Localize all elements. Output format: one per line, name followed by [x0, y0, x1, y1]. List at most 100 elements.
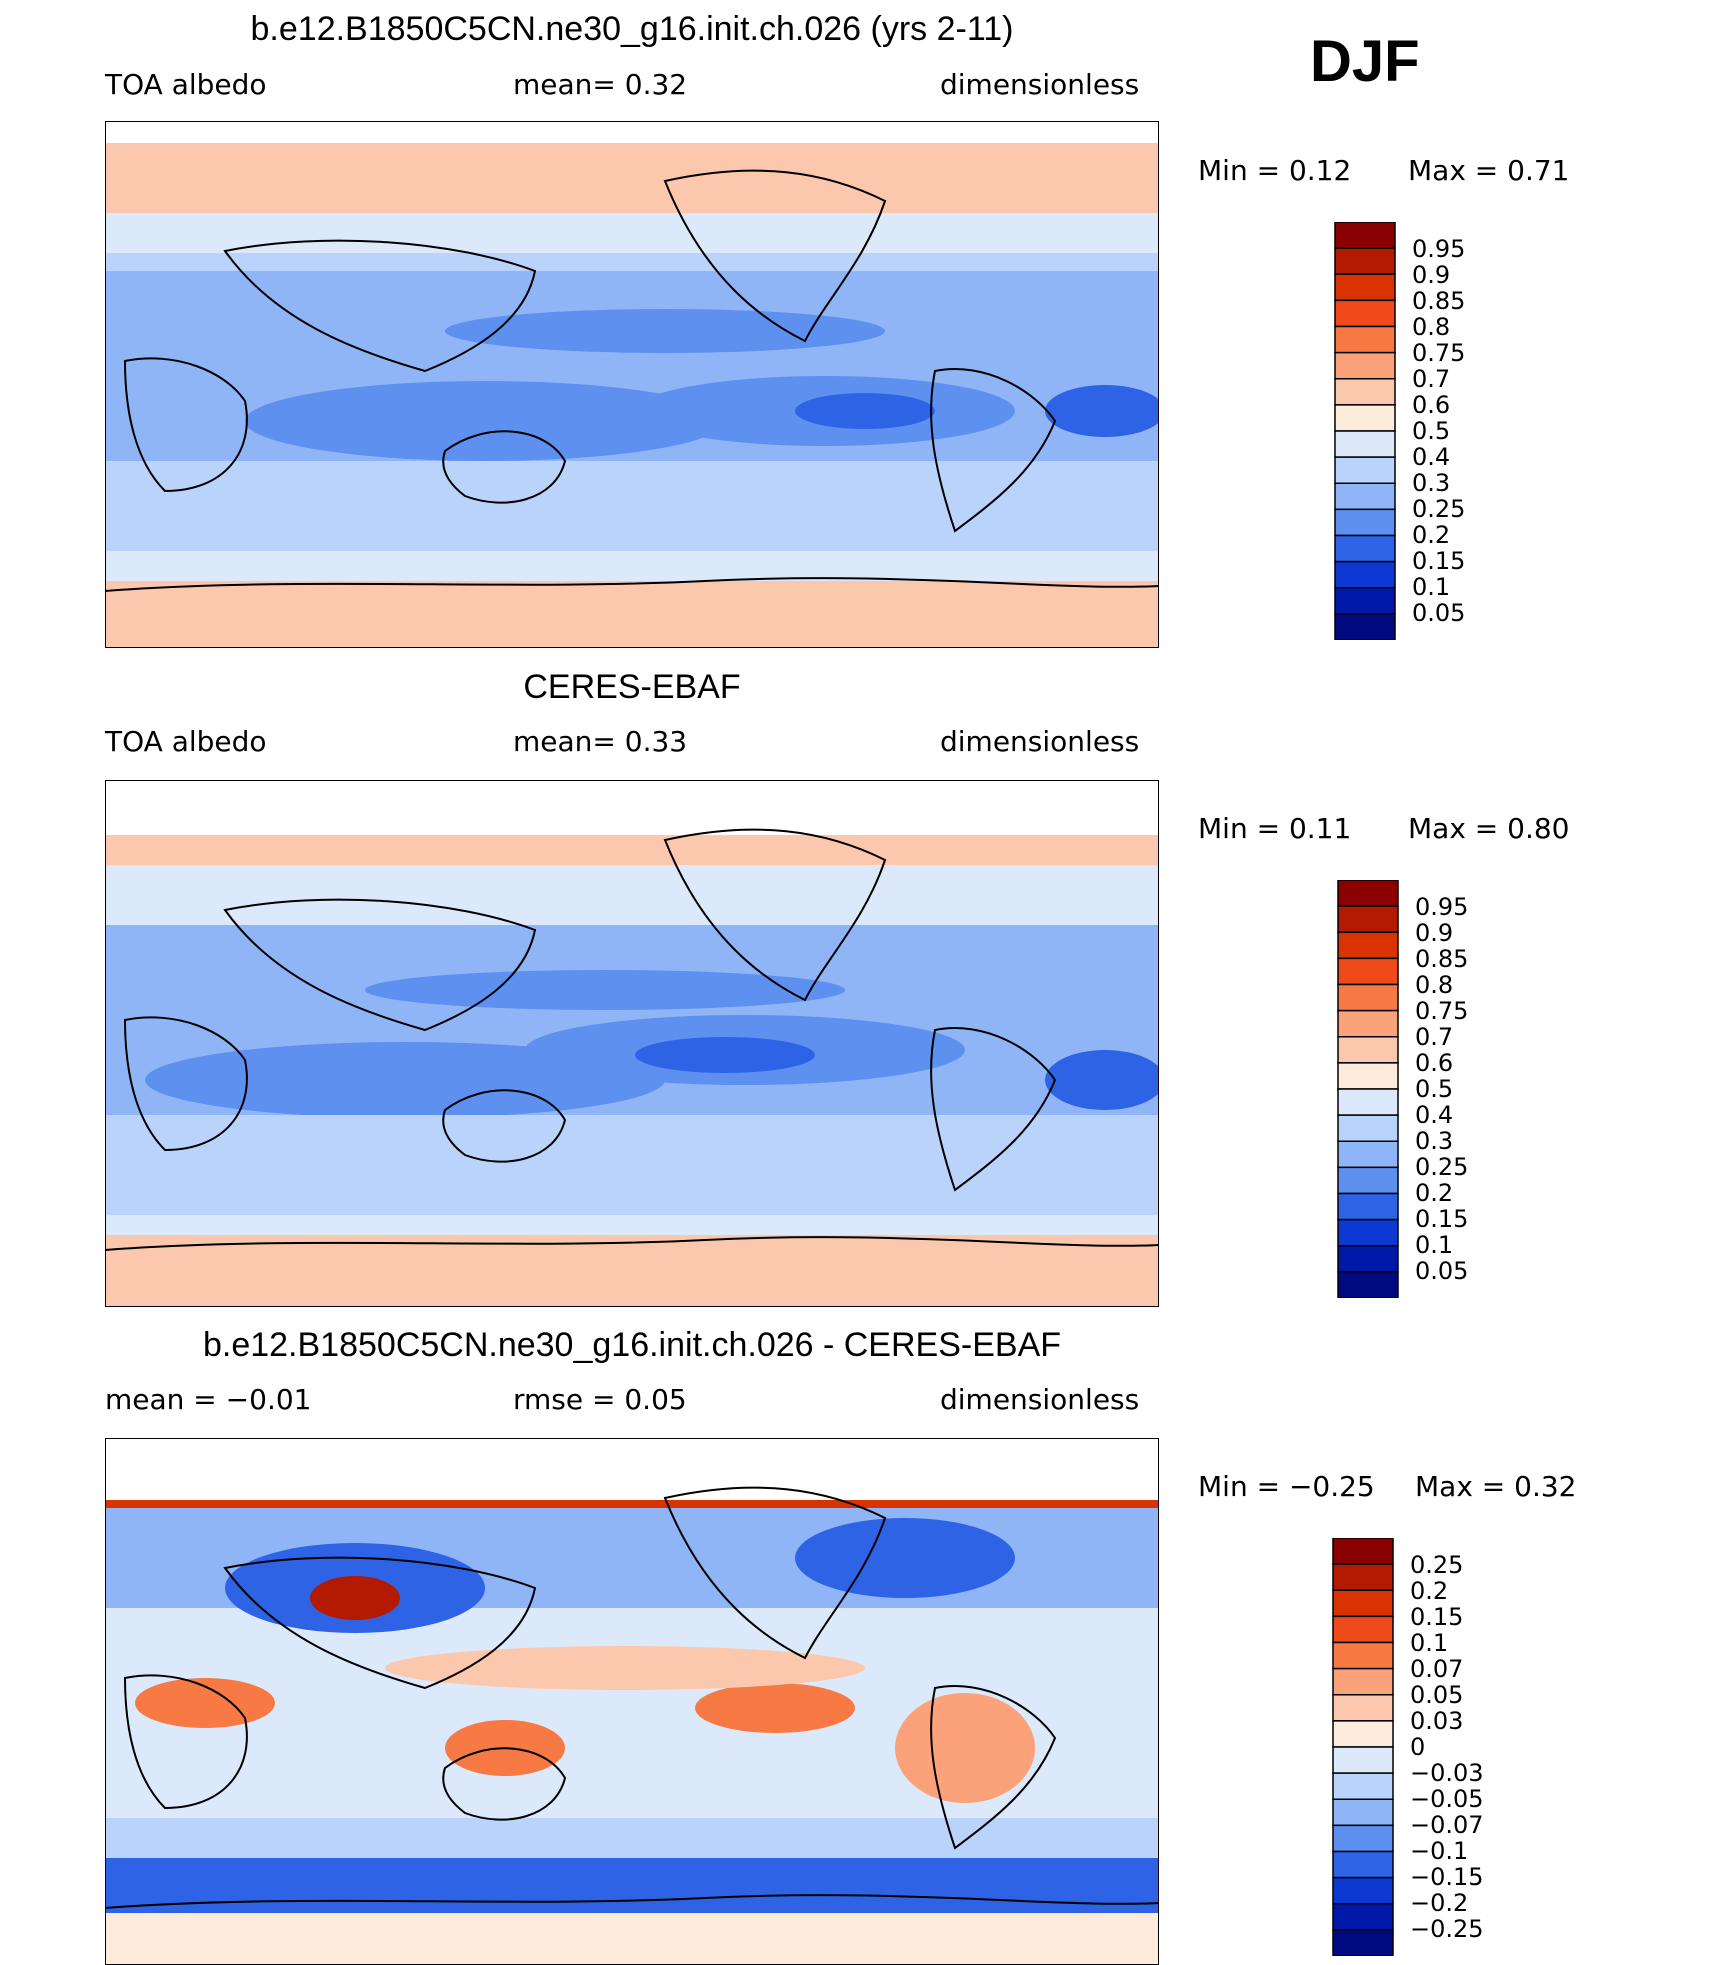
panel-2-min-label: Min = 0.11	[1198, 812, 1352, 845]
panel-2-colorbar-label: 0.2	[1415, 1179, 1454, 1207]
colorbar-swatch	[1332, 1667, 1394, 1696]
panel-3-colorbar	[1332, 1538, 1394, 1956]
panel-2-colorbar-label: 0.6	[1415, 1049, 1454, 1077]
colorbar-swatch	[1332, 1798, 1394, 1827]
colorbar-swatch	[1334, 430, 1396, 458]
colorbar-swatch	[1334, 508, 1396, 537]
colorbar-swatch	[1337, 1114, 1399, 1143]
panel-1-colorbar-label: 0.05	[1412, 599, 1466, 627]
panel-1-colorbar-label: 0.15	[1412, 547, 1466, 575]
panel-1-colorbar-label: 0.2	[1412, 521, 1451, 549]
panel-1-colorbar-label: 0.3	[1412, 469, 1451, 497]
panel-1-min-label: Min = 0.12	[1198, 154, 1352, 187]
panel-3-max-label: Max = 0.32	[1415, 1470, 1577, 1503]
colorbar-swatch	[1337, 1271, 1399, 1298]
panel-3-min-label: Min = −0.25	[1198, 1470, 1375, 1503]
colorbar-swatch	[1332, 1641, 1394, 1670]
panel-3-colorbar-label: 0.07	[1410, 1655, 1464, 1683]
colorbar-swatch	[1337, 905, 1399, 934]
panel-2-colorbar-label: 0.95	[1415, 893, 1469, 921]
colorbar-swatch	[1332, 1615, 1394, 1644]
panel-1-colorbar-label: 0.25	[1412, 495, 1466, 523]
panel-2-colorbar-label: 0.4	[1415, 1101, 1454, 1129]
panel-3-colorbar-label: 0.25	[1410, 1551, 1464, 1579]
panel-3-colorbar-label: 0.05	[1410, 1681, 1464, 1709]
panel-3-colorbar-label: −0.2	[1410, 1889, 1469, 1917]
panel-1-colorbar	[1334, 222, 1396, 640]
panel-2-colorbar-label: 0.5	[1415, 1075, 1454, 1103]
panel-3-colorbar-label: 0.1	[1410, 1629, 1449, 1657]
colorbar-swatch	[1334, 482, 1396, 511]
panel-3-colorbar-label: 0	[1410, 1733, 1426, 1761]
panel-1-colorbar-label: 0.8	[1412, 313, 1451, 341]
panel-2-map-svg	[105, 780, 1159, 1307]
panel-1-colorbar-label: 0.9	[1412, 261, 1451, 289]
colorbar-swatch	[1337, 1036, 1399, 1064]
panel-1-colorbar-label: 0.85	[1412, 287, 1466, 315]
colorbar-swatch	[1332, 1929, 1394, 1956]
panel-2-units-label: dimensionless	[940, 725, 1140, 758]
colorbar-swatch	[1337, 983, 1399, 1012]
colorbar-swatch	[1334, 325, 1396, 354]
panel-2-title: CERES-EBAF	[523, 668, 741, 706]
colorbar-swatch	[1334, 222, 1396, 249]
panel-1-units-label: dimensionless	[940, 68, 1140, 101]
panel-1-colorbar-label: 0.75	[1412, 339, 1466, 367]
colorbar-swatch	[1337, 1245, 1399, 1273]
colorbar-swatch	[1337, 957, 1399, 986]
panel-1-map-svg	[105, 121, 1159, 648]
panel-2-variable-label: TOA albedo	[105, 725, 267, 758]
panel-2-map	[105, 780, 1159, 1307]
colorbar-swatch	[1334, 613, 1396, 640]
panel-2-colorbar-label: 0.05	[1415, 1257, 1469, 1285]
panel-1-colorbar-label: 0.5	[1412, 417, 1451, 445]
colorbar-swatch	[1337, 1062, 1399, 1090]
colorbar-swatch	[1334, 273, 1396, 302]
panel-3-colorbar-label: −0.07	[1410, 1811, 1484, 1839]
colorbar-swatch	[1334, 351, 1396, 380]
panel-3-colorbar-label: 0.15	[1410, 1603, 1464, 1631]
colorbar-swatch	[1334, 378, 1396, 406]
colorbar-swatch	[1332, 1694, 1394, 1722]
colorbar-swatch	[1332, 1772, 1394, 1801]
panel-1-max-label: Max = 0.71	[1408, 154, 1570, 187]
colorbar-swatch	[1334, 587, 1396, 615]
colorbar-swatch	[1337, 931, 1399, 960]
panel-3-map	[105, 1438, 1159, 1965]
colorbar-swatch	[1337, 1192, 1399, 1221]
colorbar-swatch	[1332, 1563, 1394, 1592]
panel-3-colorbar-label: −0.25	[1410, 1915, 1484, 1943]
colorbar-swatch	[1334, 534, 1396, 563]
colorbar-swatch	[1332, 1903, 1394, 1931]
panel-1-colorbar-label: 0.7	[1412, 365, 1451, 393]
panel-1-mean-label: mean= 0.32	[513, 68, 688, 101]
colorbar-swatch	[1334, 247, 1396, 276]
panel-3-colorbar-label: −0.1	[1410, 1837, 1469, 1865]
panel-2-colorbar-label: 0.75	[1415, 997, 1469, 1025]
colorbar-swatch	[1337, 1088, 1399, 1116]
panel-1-colorbar-label: 0.95	[1412, 235, 1466, 263]
colorbar-swatch	[1332, 1850, 1394, 1879]
panel-2-colorbar-label: 0.85	[1415, 945, 1469, 973]
panel-3-mean-label: mean = −0.01	[105, 1383, 312, 1416]
panel-3-map-svg	[105, 1438, 1159, 1965]
panel-3-colorbar-label: −0.05	[1410, 1785, 1484, 1813]
colorbar-swatch	[1334, 404, 1396, 432]
colorbar-swatch	[1332, 1824, 1394, 1853]
colorbar-swatch	[1337, 1166, 1399, 1195]
colorbar-swatch	[1332, 1538, 1394, 1565]
colorbar-swatch	[1337, 1218, 1399, 1247]
panel-2-colorbar-label: 0.1	[1415, 1231, 1454, 1259]
panel-1-title: b.e12.B1850C5CN.ne30_g16.init.ch.026 (yr…	[250, 10, 1014, 48]
panel-2-colorbar-label: 0.25	[1415, 1153, 1469, 1181]
panel-2-colorbar	[1337, 880, 1399, 1298]
panel-1-map	[105, 121, 1159, 648]
panel-2-colorbar-label: 0.8	[1415, 971, 1454, 999]
colorbar-swatch	[1332, 1876, 1394, 1905]
panel-2-colorbar-label: 0.15	[1415, 1205, 1469, 1233]
panel-3-rmse-label: rmse = 0.05	[513, 1383, 687, 1416]
colorbar-swatch	[1332, 1589, 1394, 1618]
panel-2-mean-label: mean= 0.33	[513, 725, 688, 758]
panel-3-title: b.e12.B1850C5CN.ne30_g16.init.ch.026 - C…	[202, 1326, 1062, 1364]
colorbar-swatch	[1332, 1746, 1394, 1774]
